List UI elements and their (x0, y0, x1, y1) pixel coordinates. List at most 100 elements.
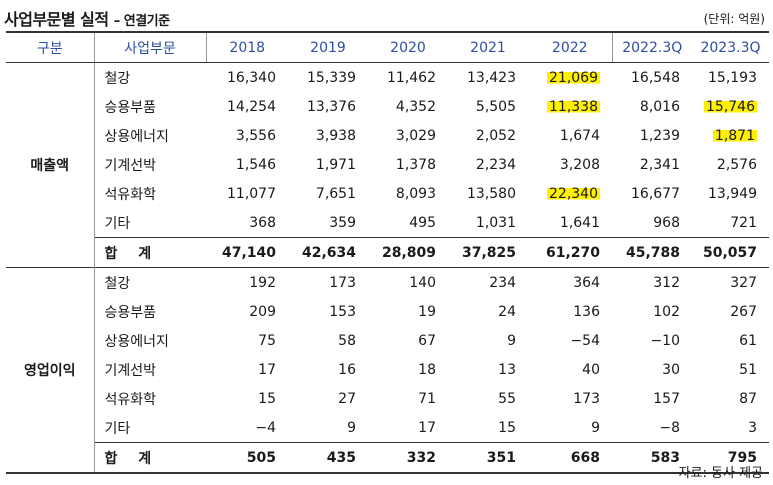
table-row: 승용부품 209 153 19 24 136 102 267 (6, 297, 769, 326)
header-cell: 2023.3Q (692, 31, 769, 63)
value-cell: 157 (612, 384, 692, 413)
value-text: 495 (409, 214, 436, 231)
value-cell: 359 (288, 208, 368, 238)
value-text: 15 (498, 419, 516, 436)
value-cell: 9 (528, 413, 612, 443)
total-value-cell: 583 (612, 442, 692, 474)
table-row: 매출액 철강 16,340 15,339 11,462 13,423 21,069 16,54… (6, 62, 769, 268)
value-text: 87 (739, 390, 757, 407)
table-row: 상용에너지 3,556 3,938 3,029 2,052 1,674 1,239 1,871 (6, 121, 769, 150)
value-text: 13,949 (708, 185, 757, 202)
value-cell: 13,580 (448, 179, 528, 208)
value-text: 15 (258, 390, 276, 407)
value-cell: 153 (288, 297, 368, 326)
value-cell: −8 (612, 413, 692, 443)
value-text: 3,938 (315, 127, 356, 144)
value-text: 1,378 (395, 156, 436, 173)
value-text: 67 (418, 332, 436, 349)
highlighted-value: 1,871 (712, 127, 757, 144)
total-value-cell: 50,057 (692, 237, 769, 268)
value-text: 15,339 (307, 69, 356, 86)
value-text: 17 (258, 361, 276, 378)
value-cell: 8,093 (368, 179, 448, 208)
value-text: 368 (249, 214, 276, 231)
value-cell: 173 (288, 267, 368, 297)
value-text: 11,077 (227, 185, 276, 202)
value-cell: 15 (448, 413, 528, 443)
value-cell: 3 (692, 413, 769, 443)
value-text: 18 (418, 361, 436, 378)
value-cell: 22,340 (528, 179, 612, 208)
value-cell: 140 (368, 267, 448, 297)
header-row: 구분 사업부문 2018 2019 2020 2021 2022 2022.3Q… (6, 31, 769, 63)
segment-label: 승용부품 (104, 99, 157, 116)
table-row: 기계선박 17 16 18 13 40 30 51 (6, 355, 769, 384)
value-cell: 2,576 (692, 150, 769, 179)
highlighted-value: 11,338 (547, 98, 600, 115)
segment-label: 상용에너지 (104, 128, 169, 145)
header-cell: 2022 (528, 31, 612, 63)
value-cell: 173 (528, 384, 612, 413)
value-cell: 209 (206, 297, 288, 326)
value-text: 13 (498, 361, 516, 378)
value-cell: 192 (206, 267, 288, 297)
value-cell: 3,556 (206, 121, 288, 150)
value-text: 13,580 (467, 185, 516, 202)
header-cell: 2021 (448, 31, 528, 63)
value-text: 2,341 (639, 156, 680, 173)
value-cell: 1,378 (368, 150, 448, 179)
value-cell: 4,352 (368, 92, 448, 121)
value-cell: 11,338 (528, 92, 612, 121)
value-text: 19 (418, 303, 436, 320)
highlighted-value: 15,746 (704, 98, 757, 115)
value-text: 5,505 (475, 98, 516, 115)
total-row: 합 계 47,140 42,634 28,809 37,825 61,270 45,788 5… (6, 237, 769, 268)
value-cell: 16,548 (612, 63, 692, 93)
total-value-cell: 435 (288, 442, 368, 474)
value-text: 136 (573, 303, 600, 320)
value-text: 102 (653, 303, 680, 320)
value-cell: 13,376 (288, 92, 368, 121)
value-cell: 495 (368, 208, 448, 238)
value-text: 2,234 (475, 156, 516, 173)
total-label: 합 계 (94, 442, 206, 474)
table-body: 매출액 철강 16,340 15,339 11,462 13,423 21,069 16,54… (6, 62, 769, 474)
value-text: 55 (498, 390, 516, 407)
value-cell: 21,069 (528, 63, 612, 93)
value-cell: 1,239 (612, 121, 692, 150)
value-cell: 15,339 (288, 63, 368, 93)
value-cell: 75 (206, 326, 288, 355)
table-row: 상용에너지 75 58 67 9 −54 −10 61 (6, 326, 769, 355)
title-subtitle: – 연결기준 (113, 14, 170, 29)
value-cell: −10 (612, 326, 692, 355)
segment-label: 석유화학 (104, 186, 157, 203)
header-cell: 2020 (368, 31, 448, 63)
value-cell: 15,746 (692, 92, 769, 121)
value-cell: 368 (206, 208, 288, 238)
value-text: 267 (730, 303, 757, 320)
value-text: 312 (653, 274, 680, 291)
value-cell: 3,208 (528, 150, 612, 179)
value-text: 1,971 (315, 156, 356, 173)
value-text: 75 (258, 332, 276, 349)
value-text: −54 (570, 332, 600, 349)
value-text: 7,651 (315, 185, 356, 202)
value-text: 9 (591, 419, 600, 436)
value-text: 364 (573, 274, 600, 291)
value-text: 24 (498, 303, 516, 320)
value-text: 17 (418, 419, 436, 436)
value-text: 173 (329, 274, 356, 291)
value-cell: 2,341 (612, 150, 692, 179)
total-value-cell: 332 (368, 442, 448, 474)
value-cell: 3,029 (368, 121, 448, 150)
value-text: 40 (582, 361, 600, 378)
value-cell: 312 (612, 267, 692, 297)
value-cell: 17 (206, 355, 288, 384)
total-value-cell: 668 (528, 442, 612, 474)
value-text: 9 (347, 419, 356, 436)
value-text: 3,556 (235, 127, 276, 144)
value-cell: 27 (288, 384, 368, 413)
value-text: 2,052 (475, 127, 516, 144)
value-text: 140 (409, 274, 436, 291)
value-text: 16,677 (631, 185, 680, 202)
